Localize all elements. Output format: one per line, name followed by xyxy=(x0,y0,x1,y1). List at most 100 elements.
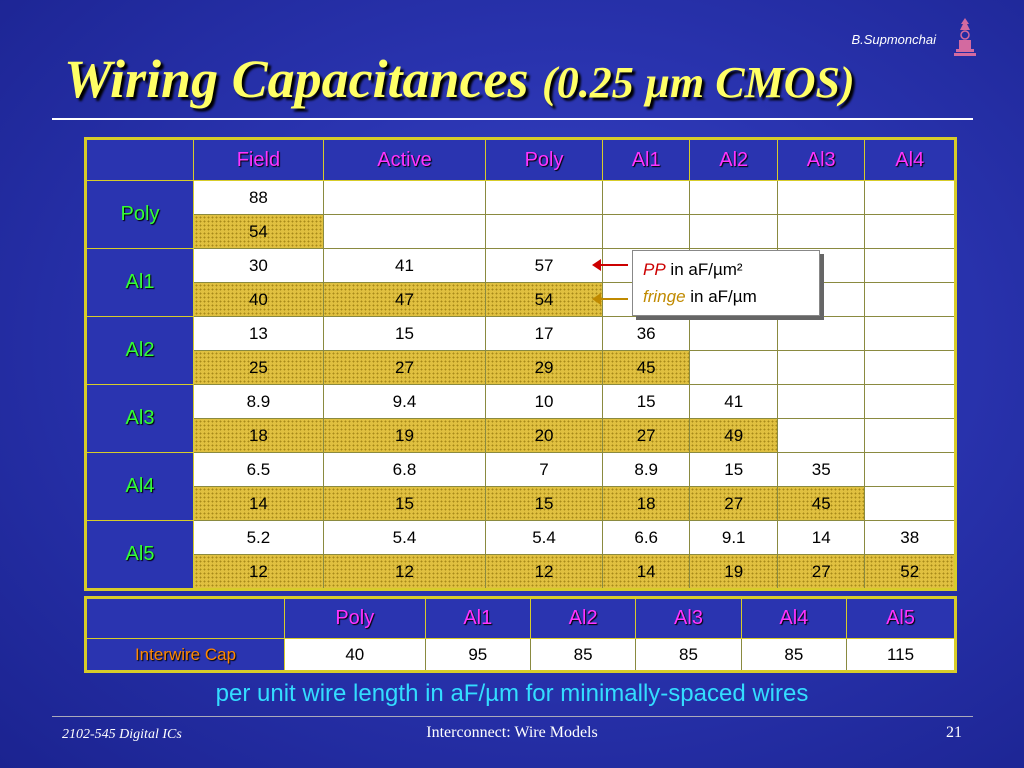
pp-cell: 5.4 xyxy=(322,520,487,555)
fringe-cell: 18 xyxy=(601,486,691,521)
fringe-row: 25 27 29 45 xyxy=(86,350,956,385)
column-header: Al5 xyxy=(846,597,956,639)
column-header: Field xyxy=(193,138,324,181)
column-header: Al2 xyxy=(529,597,637,639)
fringe-row: 40 47 54 xyxy=(86,282,956,317)
legend-fringe-line: fringe in aF/µm xyxy=(643,283,819,310)
fringe-cell: 47 xyxy=(322,282,487,317)
university-emblem-icon xyxy=(954,18,976,56)
fringe-cell xyxy=(864,214,956,249)
pp-cell: 17 xyxy=(485,316,603,351)
pp-cell: 7 xyxy=(485,452,603,487)
slide-title: Wiring Capacitances (0.25 µm CMOS) xyxy=(64,48,855,110)
fringe-cell xyxy=(864,282,956,317)
interwire-table: Poly Al1 Al2 Al3 Al4 Al5 Interwire Cap 4… xyxy=(84,596,957,673)
capacitance-header-row: Field Active Poly Al1 Al2 Al3 Al4 xyxy=(85,138,956,181)
legend-fringe-label: fringe xyxy=(643,287,686,306)
table-cell: 115 xyxy=(846,638,956,672)
column-header: Al4 xyxy=(864,138,956,181)
slide-title-sub: (0.25 µm CMOS) xyxy=(542,58,855,107)
pp-cell xyxy=(864,316,956,351)
fringe-cell xyxy=(864,350,956,385)
fringe-cell xyxy=(689,214,778,249)
footnote-text: per unit wire length in aF/µm for minima… xyxy=(215,680,809,707)
pp-cell: 15 xyxy=(689,452,778,487)
footer-course: 2102-545 Digital ICs xyxy=(62,727,182,742)
title-divider xyxy=(52,118,973,120)
fringe-cell xyxy=(485,214,603,249)
interwire-row: Interwire Cap 40 95 85 85 85 115 xyxy=(85,638,956,672)
column-header: Al1 xyxy=(601,138,691,181)
pp-row: Al2 13 15 17 36 xyxy=(85,316,956,385)
fringe-row: 54 xyxy=(86,214,956,249)
table-cell: 40 xyxy=(284,638,426,672)
fringe-row: 18 19 20 27 49 xyxy=(86,418,956,453)
fringe-cell xyxy=(864,418,956,453)
fringe-cell: 45 xyxy=(601,350,691,385)
fringe-cell xyxy=(864,486,956,521)
fringe-cell: 12 xyxy=(485,554,603,590)
pp-cell: 9.1 xyxy=(689,520,778,555)
fringe-cell: 49 xyxy=(689,418,778,453)
fringe-row: 12 12 12 14 19 27 52 xyxy=(86,554,956,590)
pp-cell xyxy=(776,316,866,351)
table-cell: 85 xyxy=(740,638,848,672)
pp-cell: 6.6 xyxy=(601,520,691,555)
fringe-cell: 27 xyxy=(601,418,691,453)
column-header: Poly xyxy=(485,138,603,181)
interwire-row-label: Interwire Cap xyxy=(85,638,285,672)
pp-cell: 13 xyxy=(193,316,324,351)
pp-cell: 41 xyxy=(322,248,487,283)
pp-row: Poly 88 xyxy=(85,180,956,249)
pp-cell: 15 xyxy=(322,316,487,351)
fringe-cell xyxy=(776,418,866,453)
table-cell: 85 xyxy=(635,638,742,672)
pp-cell xyxy=(689,316,778,351)
row-header: Al1 xyxy=(85,248,194,317)
column-header: Al3 xyxy=(776,138,866,181)
fringe-cell: 15 xyxy=(322,486,487,521)
fringe-cell xyxy=(776,214,866,249)
footer-divider xyxy=(52,716,973,717)
pp-cell xyxy=(322,180,487,215)
fringe-cell: 20 xyxy=(485,418,603,453)
fringe-cell: 19 xyxy=(322,418,487,453)
column-header: Al3 xyxy=(635,597,742,639)
column-header: Al4 xyxy=(740,597,848,639)
row-header: Poly xyxy=(85,180,194,249)
pp-arrow-icon xyxy=(592,259,628,271)
pp-cell xyxy=(689,180,778,215)
header-corner-cell xyxy=(85,597,285,639)
fringe-cell: 12 xyxy=(322,554,487,590)
fringe-cell: 45 xyxy=(776,486,866,521)
row-header: Al5 xyxy=(85,520,194,590)
pp-cell xyxy=(485,180,603,215)
row-header: Al3 xyxy=(85,384,194,453)
fringe-cell xyxy=(776,350,866,385)
fringe-cell: 27 xyxy=(776,554,866,590)
fringe-cell: 40 xyxy=(193,282,324,317)
pp-row: Al4 6.5 6.8 7 8.9 15 35 xyxy=(85,452,956,521)
table-cell: 95 xyxy=(424,638,531,672)
fringe-cell: 29 xyxy=(485,350,603,385)
capacitance-table: Field Active Poly Al1 Al2 Al3 Al4 Poly 88… xyxy=(84,137,957,591)
pp-cell xyxy=(864,248,956,283)
column-header: Al2 xyxy=(689,138,778,181)
pp-cell: 10 xyxy=(485,384,603,419)
fringe-cell xyxy=(601,214,691,249)
pp-cell: 41 xyxy=(689,384,778,419)
fringe-row: 14 15 15 18 27 45 xyxy=(86,486,956,521)
fringe-cell: 15 xyxy=(485,486,603,521)
table-cell: 85 xyxy=(529,638,637,672)
row-header: Al2 xyxy=(85,316,194,385)
legend-pp-line: PP in aF/µm² xyxy=(643,256,819,283)
pp-cell xyxy=(776,180,866,215)
pp-cell: 6.5 xyxy=(193,452,324,487)
unit-legend: PP in aF/µm² fringe in aF/µm xyxy=(632,250,820,316)
fringe-cell: 25 xyxy=(193,350,324,385)
fringe-cell xyxy=(689,350,778,385)
pp-cell: 30 xyxy=(193,248,324,283)
column-header: Active xyxy=(322,138,487,181)
fringe-arrow-icon xyxy=(592,293,628,305)
legend-pp-unit: in aF/µm² xyxy=(670,260,743,279)
